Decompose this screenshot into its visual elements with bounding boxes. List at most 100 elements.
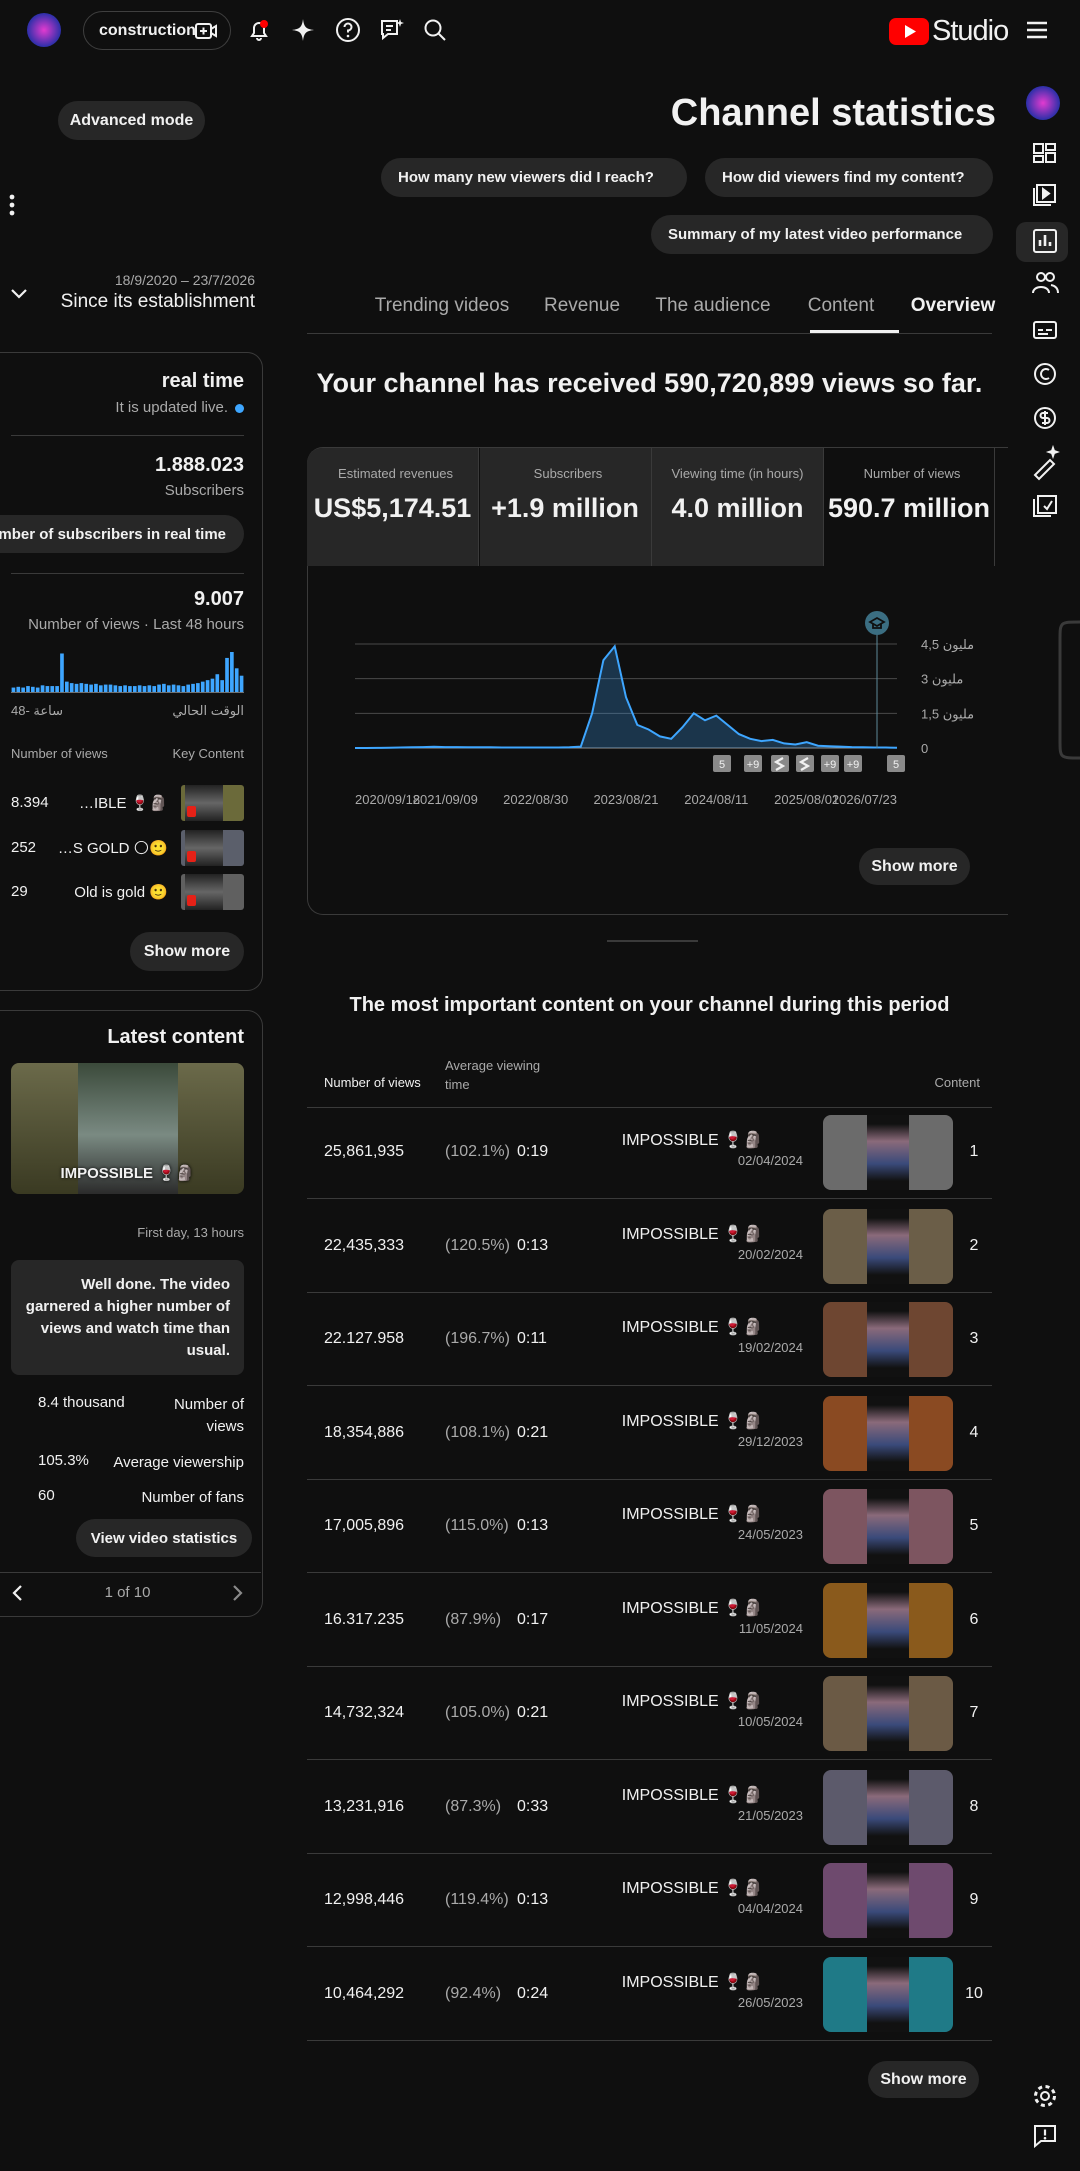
suggestion-chip[interactable]: How many new viewers did I reach? (381, 158, 687, 197)
subscriber-count: 1.888.023 (155, 454, 244, 476)
metric-label: Number of views (863, 466, 961, 481)
suggestion-chip[interactable]: How did viewers find my content? (705, 158, 993, 197)
row-thumbnail[interactable] (823, 1863, 953, 1938)
row-title[interactable]: IMPOSSIBLE 🍷🗿 (621, 1880, 763, 1897)
row-thumbnail[interactable] (823, 1769, 953, 1845)
section-handle (607, 940, 698, 942)
metric-tile[interactable]: Viewing time (in hours) 4.0 million (652, 448, 824, 566)
row-time: 0:33 (517, 1797, 549, 1815)
mini-chart: 48- ساعة الوقت الحالي (11, 652, 244, 719)
mini-bar (128, 686, 132, 692)
logo[interactable]: Studio (889, 14, 1009, 48)
row-rank: 1 (969, 1143, 979, 1160)
mini-bar (166, 685, 171, 692)
row-thumbnail[interactable] (823, 1582, 953, 1658)
settings-icon[interactable] (1032, 2083, 1058, 2109)
row-title[interactable]: IMPOSSIBLE 🍷🗿 (621, 1319, 763, 1336)
metric-tile[interactable]: Subscribers +1.9 million (479, 448, 652, 566)
pager-prev[interactable] (8, 1583, 28, 1603)
x-tick-label: 2022/08/30 (503, 792, 568, 807)
row-title[interactable]: IMPOSSIBLE 🍷🗿 (621, 1506, 763, 1523)
row-thumbnail[interactable] (823, 1302, 953, 1377)
x-tick-label: 2025/08/01 (774, 792, 839, 807)
row-date: 26/05/2023 (737, 1994, 803, 2010)
mini-bar (171, 684, 176, 692)
help-icon[interactable] (335, 17, 361, 43)
chip-label: Summary of my latest video performance (668, 226, 963, 243)
latest-thumbnail[interactable]: IMPOSSIBLE 🍷🗿 (11, 1063, 244, 1194)
shorts-badge (187, 806, 196, 817)
mini-bar (84, 683, 89, 692)
row-views: 25,861,935 (324, 1143, 405, 1160)
row-rank: 3 (969, 1330, 979, 1347)
search-icon[interactable] (422, 17, 448, 43)
sidebar-avatar[interactable] (1024, 84, 1062, 122)
send-feedback-icon[interactable] (1032, 2123, 1058, 2149)
feedback-icon[interactable] (379, 17, 405, 43)
mini-bar (234, 668, 239, 692)
pager-next[interactable] (227, 1583, 247, 1603)
metric-tile[interactable]: Estimated revenues US$5,174.51 (307, 448, 479, 566)
advanced-mode-button[interactable]: Advanced mode (58, 101, 205, 140)
notifications-icon[interactable] (246, 17, 272, 43)
row-thumbnail[interactable] (823, 1676, 953, 1751)
show-more-button[interactable]: Show more (130, 932, 244, 971)
mini-bar (113, 685, 118, 692)
mini-x-label: 48- ساعة (11, 703, 63, 718)
row-title[interactable]: IMPOSSIBLE 🍷🗿 (621, 1412, 763, 1430)
row-date: 29/12/2023 (737, 1433, 803, 1449)
menu-icon[interactable] (1025, 19, 1049, 41)
row-percent: (120.5%) (445, 1236, 510, 1254)
channel-button[interactable]: construction (83, 11, 231, 50)
y-tick-label: 3 مليون (921, 672, 963, 688)
subscribers-realtime-button[interactable]: Number of subscribers in real time (0, 515, 244, 553)
row-thumbnail[interactable] (823, 1395, 953, 1471)
row-percent: (108.1%) (445, 1423, 510, 1441)
key-title: …IBLE 🍷🗿 (78, 795, 168, 812)
sidebar-icons[interactable] (1030, 140, 1060, 530)
table-show-more-button[interactable]: Show more (868, 2061, 979, 2098)
tab[interactable]: Revenue (543, 295, 621, 316)
y-tick-label: 1,5 مليون (921, 706, 974, 722)
divider (11, 573, 244, 574)
tab[interactable]: The audience (655, 295, 771, 316)
mini-bar (98, 685, 103, 692)
period-chevron[interactable] (9, 285, 29, 303)
row-thumbnail[interactable] (823, 1956, 953, 2032)
x-tick-label: 2024/08/11 (684, 792, 748, 807)
suggestion-chip[interactable]: Summary of my latest video performance (651, 215, 993, 254)
chip-label: How many new viewers did I reach? (398, 169, 654, 186)
row-time: 0:11 (517, 1330, 547, 1347)
mini-bar (60, 653, 64, 692)
row-title[interactable]: IMPOSSIBLE 🍷🗿 (621, 1786, 763, 1804)
row-title[interactable]: IMPOSSIBLE 🍷🗿 (621, 1973, 763, 1991)
mini-bar (142, 686, 147, 692)
row-thumbnail[interactable] (823, 1115, 953, 1190)
period[interactable]: Since its establishment (60, 291, 255, 312)
tab[interactable]: Trending videos (374, 295, 510, 316)
chart-show-more-button[interactable]: Show more (859, 848, 970, 885)
mini-bar (230, 652, 234, 692)
row-title[interactable]: IMPOSSIBLE 🍷🗿 (621, 1225, 763, 1243)
row-title[interactable]: IMPOSSIBLE 🍷🗿 (621, 1132, 763, 1149)
more-icon[interactable] (6, 192, 18, 218)
row-title[interactable]: IMPOSSIBLE 🍷🗿 (621, 1599, 763, 1617)
row-time: 0:24 (517, 1984, 549, 2002)
row-title[interactable]: IMPOSSIBLE 🍷🗿 (621, 1693, 763, 1710)
row-thumbnail[interactable] (823, 1489, 953, 1564)
side-handle (1058, 620, 1080, 760)
row-views: 10,464,292 (324, 1984, 405, 2002)
row-time: 0:13 (517, 1236, 549, 1254)
avatar[interactable] (26, 12, 62, 48)
metric-tile[interactable]: Number of views 590.7 million (824, 448, 995, 566)
realtime-subtitle: It is updated live. (115, 399, 228, 416)
channel-name: construction (99, 22, 196, 39)
ai-icon[interactable] (291, 18, 315, 42)
mini-bar (21, 687, 25, 692)
y-tick-label: 0 (921, 741, 928, 756)
tab[interactable]: Content (807, 295, 875, 316)
row-thumbnail[interactable] (823, 1208, 953, 1284)
row-time: 0:13 (517, 1517, 549, 1534)
view-video-statistics-button[interactable]: View video statistics (76, 1519, 252, 1557)
tab[interactable]: Overview (910, 295, 996, 316)
